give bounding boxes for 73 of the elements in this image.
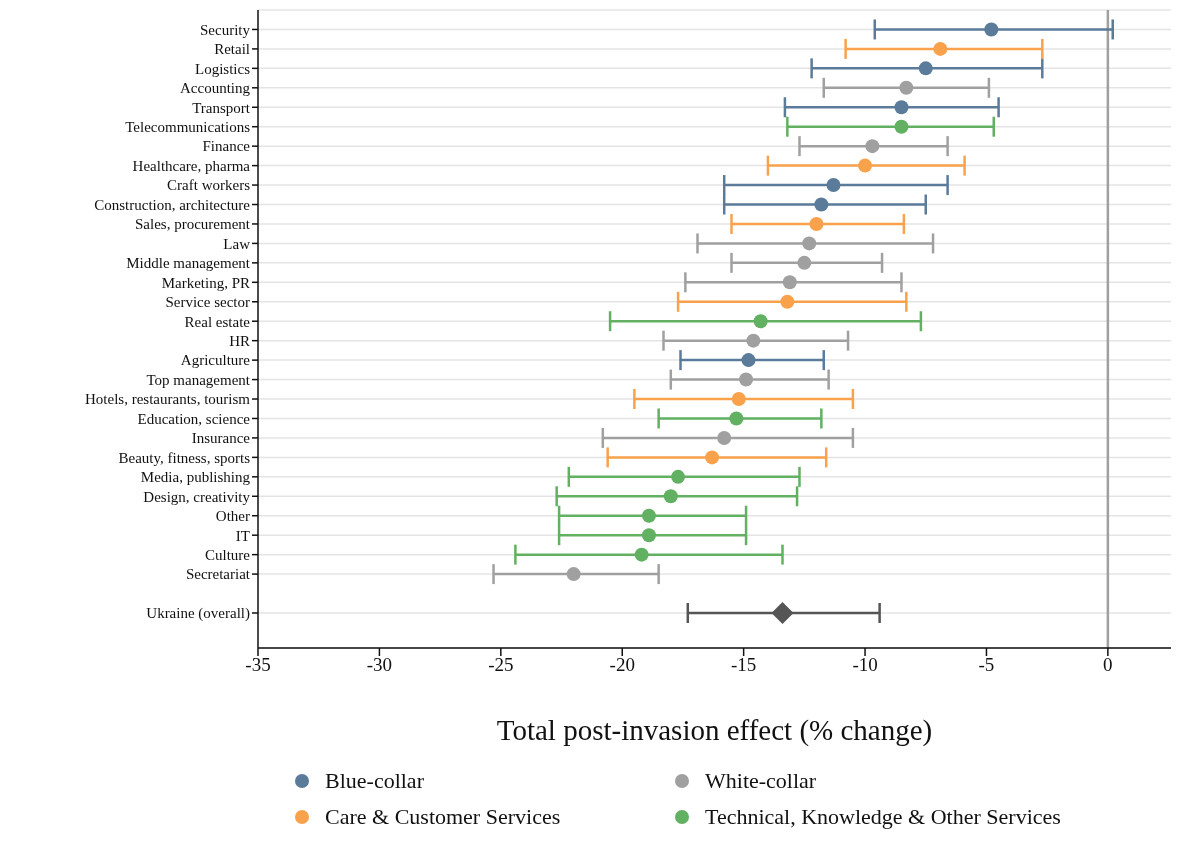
point — [933, 41, 948, 56]
y-tick-label: Accounting — [180, 80, 251, 97]
point — [641, 508, 656, 523]
y-tick-label: Marketing, PR — [161, 274, 250, 291]
y-tick-label: Secretariat — [185, 566, 251, 583]
point — [894, 119, 909, 134]
y-tick-label: Top management — [146, 371, 251, 388]
point — [641, 528, 656, 543]
y-tick-label: Ukraine (overall) — [146, 605, 250, 623]
y-tick-label: Beauty, fitness, sports — [118, 449, 251, 466]
legend-label: White-collar — [705, 768, 817, 794]
y-tick-label: Sales, procurement — [135, 216, 251, 233]
point — [634, 547, 649, 562]
point — [782, 275, 797, 290]
y-tick-label: Security — [200, 21, 251, 38]
y-tick-label: Transport — [192, 99, 251, 116]
legend-label: Blue-collar — [325, 768, 424, 794]
point — [984, 22, 999, 37]
point — [899, 80, 914, 95]
y-tick-label: Construction, architecture — [94, 196, 251, 213]
y-tick-label: Agriculture — [180, 352, 251, 369]
x-tick-label: -30 — [366, 654, 393, 676]
y-tick-label: Culture — [205, 546, 251, 563]
point — [865, 139, 880, 154]
y-tick-label: Healthcare, pharma — [132, 157, 251, 174]
point — [858, 158, 873, 173]
point — [731, 392, 746, 407]
y-tick-label: Law — [223, 235, 251, 252]
y-tick-label: HR — [229, 333, 250, 349]
x-tick-label: -10 — [852, 654, 878, 676]
x-tick-label: -20 — [609, 654, 635, 676]
y-tick-label: Real estate — [184, 313, 251, 330]
y-tick-label: Insurance — [191, 430, 251, 447]
point — [780, 294, 795, 309]
y-tick-label: Service sector — [165, 294, 250, 311]
x-tick-label: -5 — [978, 654, 995, 676]
y-tick-label: Telecommunications — [125, 119, 251, 136]
y-tick-label: Retail — [214, 41, 250, 58]
point — [663, 489, 678, 504]
point — [894, 100, 909, 115]
legend-label: Care & Customer Services — [325, 804, 561, 830]
y-tick-label: Finance — [202, 138, 251, 155]
point — [809, 216, 824, 231]
y-tick-label: Hotels, restaurants, tourism — [85, 391, 251, 408]
point — [802, 236, 817, 251]
y-tick-label: Design, creativity — [143, 488, 251, 505]
point — [814, 197, 829, 212]
point — [671, 469, 686, 484]
point — [746, 333, 761, 348]
y-tick-label: Media, publishing — [140, 469, 251, 486]
y-tick-label: Other — [215, 508, 250, 525]
y-tick-label: Middle management — [126, 255, 251, 272]
x-tick-label: 0 — [1103, 654, 1113, 676]
y-tick-label: Craft workers — [167, 177, 251, 194]
point — [741, 353, 756, 368]
point — [729, 411, 744, 426]
x-tick-label: -35 — [245, 654, 271, 676]
y-tick-label: Education, science — [137, 410, 251, 427]
y-tick-label: IT — [235, 527, 250, 544]
point — [918, 61, 933, 76]
point — [771, 601, 794, 624]
point — [566, 567, 581, 582]
point — [739, 372, 754, 387]
y-tick-label: Logistics — [195, 60, 251, 77]
x-axis-title: Total post-invasion effect (% change) — [496, 714, 933, 747]
point — [826, 178, 841, 193]
point — [717, 430, 732, 445]
point — [797, 255, 812, 270]
point — [753, 314, 768, 329]
x-tick-label: -25 — [488, 654, 514, 676]
point — [705, 450, 720, 465]
legend-label: Technical, Knowledge & Other Services — [705, 804, 1061, 830]
x-tick-label: -15 — [730, 654, 757, 676]
